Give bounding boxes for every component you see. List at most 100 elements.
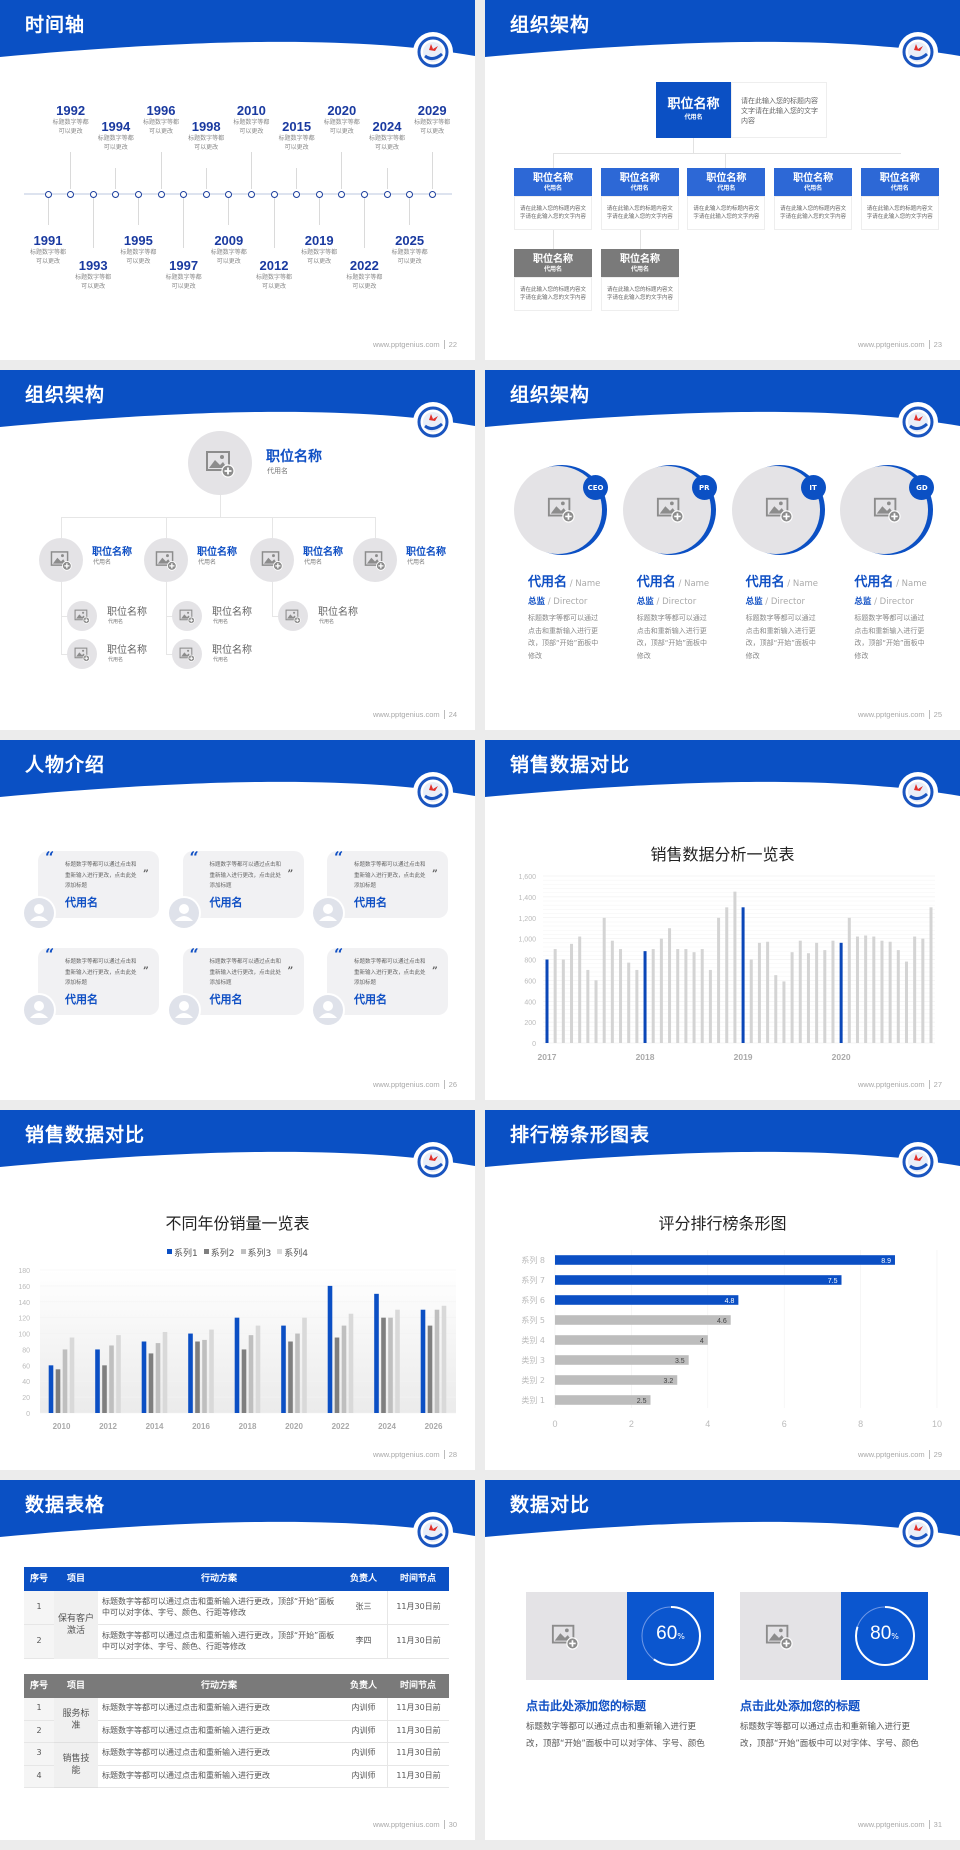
- slide-29[interactable]: 排行榜条形图表 www.pptgenius.com 29 评分排行榜条形图 0 2 4 6 8 1…: [485, 1110, 960, 1470]
- legend-item: 系列4: [277, 1249, 308, 1259]
- y-tick-label: 1,600: [518, 874, 536, 881]
- timeline-desc: 可以更改: [307, 258, 332, 265]
- slide-title: 时间轴: [25, 14, 86, 36]
- bar: [434, 1309, 440, 1413]
- timeline-desc: 可以更改: [420, 128, 445, 135]
- bar: [594, 980, 598, 1043]
- slide-26[interactable]: 人物介绍 www.pptgenius.com 26 “ ” 标题数字等都可以通过点击和重新…: [0, 740, 475, 1100]
- testimonial-card: “ ” 标题数字等都可以通过点击和重新输入进行更改，点击此处添加标题 代用名: [327, 945, 448, 1015]
- logo-badge: [897, 1141, 939, 1183]
- slide-31[interactable]: 数据对比 www.pptgenius.com 31 60% 点击此处添加您的标题 标题数字…: [485, 1480, 960, 1840]
- bar: [288, 1341, 293, 1413]
- bar: [141, 1341, 147, 1413]
- position-label: 职位名称 代用名: [266, 448, 322, 476]
- quote-open-icon: “: [45, 945, 55, 964]
- slide-27[interactable]: 销售数据对比 www.pptgenius.com 27 销售数据分析一览表 0 200 40…: [485, 740, 960, 1100]
- legend-swatch: [203, 1249, 209, 1254]
- org-top-box: 职位名称 代用名: [656, 82, 731, 138]
- position-sub: 代用名: [630, 185, 649, 192]
- footer-site: www.pptgenius.com 29: [858, 1450, 942, 1459]
- position-label: 职位名称 代用名: [92, 546, 132, 567]
- timeline-dot: [383, 190, 391, 198]
- timeline-connector: [363, 198, 365, 248]
- header-band: [485, 1110, 960, 1167]
- bar: [619, 949, 623, 1043]
- footer-site: www.pptgenius.com 27: [858, 1080, 942, 1089]
- deadline: 11月30日前: [387, 1698, 449, 1721]
- timeline-desc: 可以更改: [374, 144, 399, 151]
- logo-badge: [897, 771, 939, 813]
- page-number: 31: [928, 1820, 942, 1829]
- member-role: 总监: [745, 597, 763, 607]
- timeline-desc: 标题数字等都: [75, 274, 112, 281]
- footer-site: www.pptgenius.com 31: [858, 1820, 942, 1829]
- timeline-dot: [360, 190, 368, 198]
- timeline-year: 1993: [78, 258, 108, 273]
- site-url: www.pptgenius.com: [372, 710, 440, 719]
- logo-badge: [412, 1511, 454, 1553]
- bar: [790, 952, 794, 1043]
- position-title: 职位名称: [793, 173, 834, 184]
- y-tick-label: 1,200: [518, 916, 536, 923]
- avatar-placeholder: [39, 538, 83, 582]
- testimonial-name: 代用名: [354, 896, 387, 909]
- member-desc: 标题数字等都可以通过点击和重新输入进行更改，顶部“开始”面板中修改: [636, 614, 708, 660]
- timeline-item: 1992 标题数字等都 可以更改: [49, 103, 93, 136]
- bar: [62, 1349, 68, 1413]
- timeline-year: 1994: [101, 119, 131, 134]
- testimonial-name: 代用名: [65, 896, 98, 909]
- deadline: 11月30日前: [387, 1765, 449, 1788]
- quote-close-icon: ”: [432, 869, 438, 880]
- y-tick-label: 600: [524, 978, 536, 985]
- bar: [388, 1317, 393, 1413]
- slide-24[interactable]: 组织架构 www.pptgenius.com 24 职位名称 代用名 职位名称 代用名 职位名…: [0, 370, 475, 730]
- org-connector: [61, 582, 62, 654]
- timeline-desc: 标题数字等都: [165, 274, 202, 281]
- slide-28[interactable]: 销售数据对比 www.pptgenius.com 28 不同年份销量一览表 系列1 系列2…: [0, 1110, 475, 1470]
- member-name-en: / Name: [893, 579, 927, 589]
- position-title: 职位名称: [92, 547, 132, 558]
- legend-label: 系列2: [210, 1249, 235, 1259]
- timeline-dot: [157, 190, 165, 198]
- percent-value: 60%: [627, 1623, 714, 1645]
- member-name: 代用名: [854, 575, 894, 590]
- page-number: 22: [443, 340, 457, 349]
- member-badge: CEO: [583, 475, 608, 500]
- position-title: 职位名称: [667, 97, 720, 112]
- testimonial-card: “ ” 标题数字等都可以通过点击和重新输入进行更改，点击此处添加标题 代用名: [38, 848, 159, 918]
- member-badge: GD: [909, 475, 935, 500]
- timeline-year: 2012: [259, 258, 289, 273]
- bar: [643, 951, 647, 1043]
- bar: [913, 936, 917, 1043]
- timeline-desc: 标题数字等都: [278, 135, 315, 142]
- y-tick-label: 800: [524, 958, 536, 965]
- bar: [872, 936, 876, 1043]
- slide-23[interactable]: 组织架构 www.pptgenius.com 23 职位名称 代用名 请在此输入您的标题内…: [485, 0, 960, 360]
- member-desc: 标题数字等都可以通过点击和重新输入进行更改，顶部“开始”面板中修改: [745, 614, 816, 660]
- timeline-desc: 标题数字等都: [391, 249, 428, 256]
- y-tick-label: 400: [524, 999, 536, 1006]
- timeline-year: 2022: [349, 258, 379, 273]
- position-sub: 代用名: [630, 266, 649, 273]
- slide-25[interactable]: 组织架构 www.pptgenius.com 25 CEO 代用名 / Name 总监 /…: [485, 370, 960, 730]
- action-plan: 标题数字等都可以通过点击和重新输入进行更改，顶部“开始”面板中可以对字体、字号、…: [98, 1625, 340, 1659]
- slide-30[interactable]: 数据表格 www.pptgenius.com 30 序号 项目 行动方案 负责人 时间节点 1 标…: [0, 1480, 475, 1840]
- row-number: 4: [24, 1765, 54, 1788]
- header-band: [0, 370, 475, 427]
- data-label: 3.2: [664, 1378, 674, 1385]
- bar: [929, 907, 933, 1043]
- org-connector: [166, 654, 174, 655]
- bar: [553, 949, 557, 1043]
- image-placeholder-icon: [547, 495, 575, 523]
- action-plan: 标题数字等都可以通过点击和重新输入进行更改: [98, 1698, 340, 1721]
- category-label: 系列 8: [521, 1255, 545, 1265]
- user-avatar-icon: [22, 896, 56, 930]
- member-role: 总监: [854, 597, 872, 607]
- bar: [555, 1395, 651, 1405]
- data-label: 8.9: [881, 1258, 891, 1265]
- timeline-item: 2010 标题数字等都 可以更改: [229, 103, 273, 136]
- bar: [255, 1325, 261, 1413]
- chart-legend: 系列1 系列2 系列3 系列4: [0, 1246, 475, 1259]
- bar: [555, 1275, 842, 1285]
- slide-22[interactable]: 时间轴 www.pptgenius.com 22 1991 标题数字等都 可以更改 1992…: [0, 0, 475, 360]
